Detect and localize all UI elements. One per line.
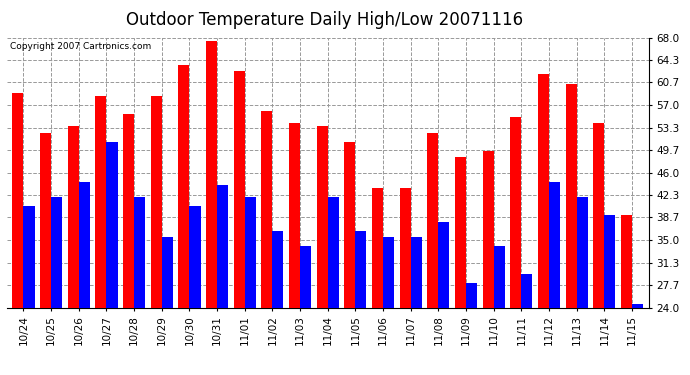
Bar	[150, 96, 161, 308]
Bar	[400, 188, 411, 308]
Bar	[328, 197, 339, 308]
Bar	[217, 185, 228, 308]
Bar	[51, 197, 62, 308]
Bar	[23, 206, 34, 308]
Bar	[95, 96, 106, 308]
Bar	[40, 133, 51, 308]
Bar	[273, 231, 284, 308]
Bar	[438, 222, 449, 308]
Bar	[289, 123, 300, 308]
Bar	[12, 93, 23, 308]
Bar	[604, 216, 615, 308]
Bar	[455, 157, 466, 308]
Bar	[411, 237, 422, 308]
Bar	[566, 84, 577, 308]
Bar	[123, 114, 134, 308]
Bar	[593, 123, 604, 308]
Bar	[511, 117, 522, 308]
Bar	[161, 237, 173, 308]
Bar	[317, 126, 328, 308]
Bar	[621, 216, 632, 308]
Bar	[427, 133, 438, 308]
Bar	[206, 40, 217, 308]
Bar	[190, 206, 201, 308]
Bar	[79, 182, 90, 308]
Bar	[466, 283, 477, 308]
Bar	[179, 65, 190, 308]
Bar	[494, 246, 505, 308]
Bar	[482, 151, 494, 308]
Bar	[632, 304, 643, 307]
Bar	[68, 126, 79, 308]
Bar	[344, 142, 355, 308]
Bar	[234, 71, 245, 308]
Bar	[577, 197, 588, 308]
Bar	[549, 182, 560, 308]
Bar	[245, 197, 256, 308]
Bar	[106, 142, 117, 308]
Bar	[355, 231, 366, 308]
Text: Copyright 2007 Cartronics.com: Copyright 2007 Cartronics.com	[10, 42, 151, 51]
Bar	[522, 274, 533, 308]
Bar	[262, 111, 273, 308]
Text: Outdoor Temperature Daily High/Low 20071116: Outdoor Temperature Daily High/Low 20071…	[126, 11, 523, 29]
Bar	[383, 237, 394, 308]
Bar	[372, 188, 383, 308]
Bar	[134, 197, 145, 308]
Bar	[538, 74, 549, 307]
Bar	[300, 246, 311, 308]
